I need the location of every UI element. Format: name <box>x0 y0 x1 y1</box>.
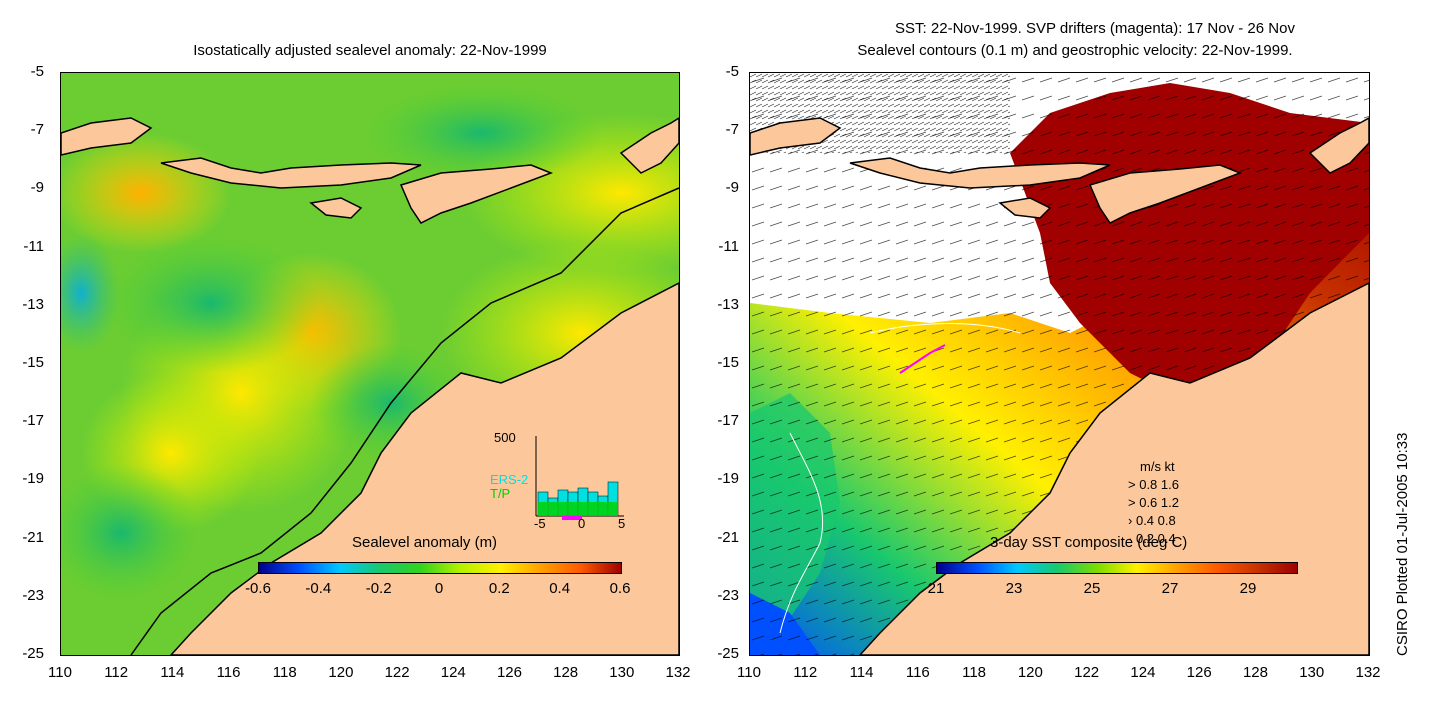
colorbar-tick-label: 23 <box>1005 580 1023 597</box>
x-tick-label: 116 <box>216 664 241 681</box>
velocity-legend-value: 0.2 0.4 <box>1135 531 1176 546</box>
x-tick-label: 112 <box>104 664 129 681</box>
y-tick-label: -9 <box>725 179 739 197</box>
x-tick-label: 120 <box>1017 664 1043 681</box>
y-tick-label: -19 <box>22 470 44 488</box>
y-tick-label: -25 <box>22 645 44 662</box>
x-tick-label: 124 <box>1130 664 1156 681</box>
inset-xtick-0: 0 <box>578 516 586 531</box>
sealevel-map <box>60 72 680 656</box>
y-tick-label: -17 <box>717 412 739 430</box>
velocity-legend-row-0: > 0.8 1.6 <box>1128 476 1179 494</box>
velocity-legend-row-3: · 0.2 0.4 <box>1128 530 1179 548</box>
colorbar-tick-label: -0.2 <box>365 580 392 597</box>
velocity-legend-value: 0.8 1.6 <box>1139 477 1179 492</box>
y-tick-label: -11 <box>718 237 739 255</box>
velocity-legend: m/s kt > 0.8 1.6 > 0.6 1.2 › 0.4 0.8 · 0… <box>1128 458 1179 548</box>
sealevel-map-svg <box>61 73 679 655</box>
y-tick-label: -19 <box>717 470 739 488</box>
x-tick-label: 110 <box>48 664 72 681</box>
x-tick-label: 120 <box>328 664 354 681</box>
left-colorbar-label: Sealevel anomaly (m) <box>352 534 498 551</box>
velocity-arrow-icon: > <box>1128 477 1136 492</box>
right-title-line2: Sealevel contours (0.1 m) and geostrophi… <box>857 42 1293 59</box>
velocity-legend-row-2: › 0.4 0.8 <box>1128 512 1179 530</box>
x-tick-label: 122 <box>384 664 410 681</box>
x-tick-label: 130 <box>1299 664 1325 681</box>
inset-xtick-neg5: -5 <box>534 516 546 531</box>
x-tick-label: 110 <box>737 664 761 681</box>
y-tick-label: -15 <box>22 354 44 371</box>
x-tick-label: 124 <box>440 664 466 681</box>
y-tick-label: -11 <box>23 237 44 255</box>
colorbar-tick-label: 27 <box>1161 580 1179 597</box>
y-tick-label: -15 <box>717 354 739 371</box>
colorbar-tick-label: 29 <box>1239 580 1257 597</box>
y-tick-label: -13 <box>22 295 44 313</box>
velocity-arrow-icon: · <box>1128 531 1133 546</box>
right-colorbar-label: 3-day SST composite (deg C) <box>990 534 1188 551</box>
x-tick-label: 122 <box>1074 664 1100 681</box>
x-tick-label: 126 <box>1186 664 1212 681</box>
x-tick-label: 116 <box>905 664 930 681</box>
x-tick-label: 112 <box>793 664 818 681</box>
y-tick-label: -21 <box>22 528 44 546</box>
colorbar-tick-label: 0.4 <box>549 580 571 597</box>
x-tick-label: 114 <box>849 664 874 681</box>
colorbar-tick-label: 21 <box>927 580 945 597</box>
x-tick-label: 132 <box>665 664 691 681</box>
altimeter-inset: 500 ERS-2 T/P -5 0 5 <box>490 430 630 531</box>
y-tick-label: -7 <box>725 121 739 139</box>
inset-series-tp: T/P <box>490 486 511 501</box>
colorbar-tick-label: 0.2 <box>488 580 510 597</box>
colorbar-tick-label: -0.4 <box>305 580 332 597</box>
y-tick-label: -13 <box>717 295 739 313</box>
velocity-legend-row-1: > 0.6 1.2 <box>1128 494 1179 512</box>
colorbar-tick-label: -0.6 <box>245 580 271 597</box>
y-tick-label: -25 <box>717 645 739 662</box>
inset-xtick-5: 5 <box>618 516 626 531</box>
velocity-legend-header: m/s kt <box>1140 459 1175 474</box>
y-tick-label: -9 <box>30 179 44 197</box>
y-tick-label: -21 <box>717 528 739 546</box>
y-tick-label: -7 <box>30 121 44 139</box>
x-tick-label: 118 <box>962 664 987 681</box>
y-tick-label: -5 <box>725 63 739 80</box>
x-tick-label: 130 <box>609 664 635 681</box>
x-tick-label: 126 <box>496 664 522 681</box>
altimeter-inset-svg <box>535 436 624 520</box>
y-tick-label: -23 <box>22 586 44 604</box>
colorbar-tick-label: 0.6 <box>609 580 631 597</box>
x-tick-label: 114 <box>160 664 185 681</box>
inset-ymax: 500 <box>494 430 516 445</box>
velocity-legend-value: 0.4 0.8 <box>1135 513 1176 528</box>
x-tick-label: 118 <box>272 664 297 681</box>
right-colorbar <box>936 562 1298 574</box>
y-tick-label: -5 <box>30 63 44 80</box>
x-tick-label: 132 <box>1355 664 1381 681</box>
y-tick-label: -17 <box>22 412 44 430</box>
right-title-line1: SST: 22-Nov-1999. SVP drifters (magenta)… <box>895 20 1295 37</box>
velocity-arrow-icon: › <box>1128 513 1133 528</box>
velocity-legend-value: 0.6 1.2 <box>1139 495 1179 510</box>
x-tick-label: 128 <box>1242 664 1268 681</box>
x-tick-label: 128 <box>553 664 579 681</box>
velocity-arrow-icon: > <box>1128 495 1136 510</box>
colorbar-tick-label: 25 <box>1083 580 1101 597</box>
credit-text: CSIRO Plotted 01-Jul-2005 10:33 <box>1394 432 1411 656</box>
colorbar-tick-label: 0 <box>434 580 444 597</box>
left-title: Isostatically adjusted sealevel anomaly:… <box>193 42 547 59</box>
inset-series-ers2: ERS-2 <box>490 472 529 487</box>
y-tick-label: -23 <box>717 586 739 604</box>
left-colorbar <box>258 562 622 574</box>
